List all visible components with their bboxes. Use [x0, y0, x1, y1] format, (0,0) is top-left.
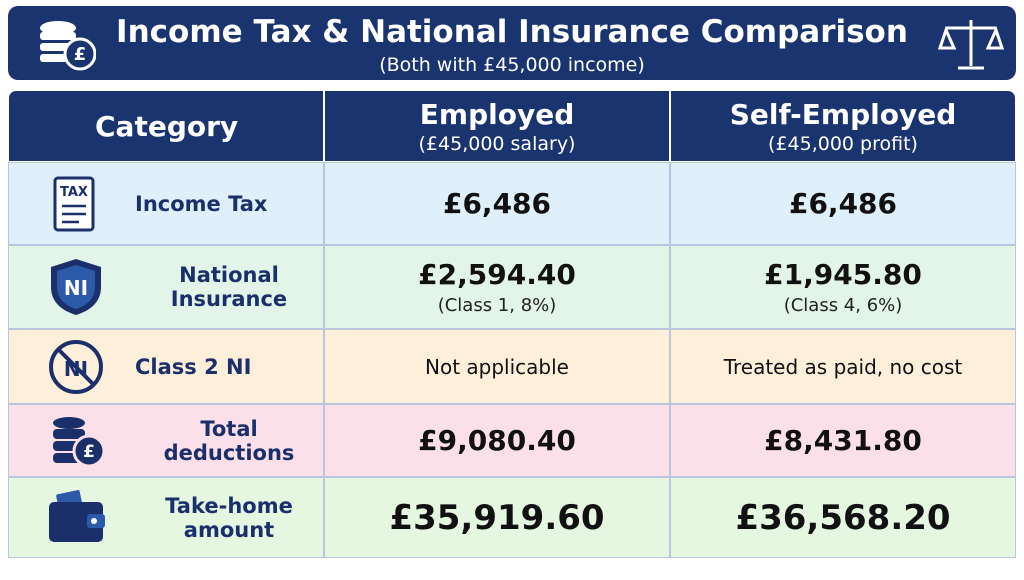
column-title: Self-Employed [729, 97, 957, 131]
value-cell: £9,080.40 [324, 404, 670, 477]
category-cell: TAX Income Tax [8, 162, 324, 245]
scales-icon [938, 20, 1004, 70]
row-icon: NI [51, 259, 101, 315]
amount: £6,486 [442, 187, 552, 220]
title-bar: £ Income Tax & National Insurance Compar… [8, 6, 1016, 80]
column-header: Self-Employed (£45,000 profit) [670, 90, 1016, 162]
amount: £2,594.40 [418, 258, 576, 291]
category-label: National Insurance [170, 263, 288, 311]
icon-label: NI [64, 276, 88, 300]
category-label: Take-home amount [165, 493, 293, 542]
row-icon: TAX [53, 176, 95, 231]
row-icon: NI [49, 339, 103, 394]
icon-label: £ [74, 44, 87, 65]
row-icon [49, 489, 105, 542]
category-cell: £ Total deductions [8, 404, 324, 477]
amount: £36,568.20 [735, 497, 951, 538]
cell-text: Not applicable [425, 354, 569, 379]
subtitle: (Both with £45,000 income) [379, 54, 645, 76]
category-label: Class 2 NI [135, 354, 252, 379]
category-cell: NI Class 2 NI [8, 329, 324, 404]
row-icon: £ [53, 416, 106, 467]
note: (Class 1, 8%) [437, 295, 557, 316]
value-cell: £8,431.80 [670, 404, 1016, 477]
value-cell: £1,945.80 (Class 4, 6%) [670, 245, 1016, 329]
value-cell: £6,486 [324, 162, 670, 245]
icon-label: TAX [60, 185, 88, 200]
column-header: Category [8, 90, 324, 162]
amount: £35,919.60 [389, 497, 605, 538]
category-label: Total deductions [163, 416, 295, 465]
column-header: Employed (£45,000 salary) [324, 90, 670, 162]
amount: £8,431.80 [764, 424, 922, 457]
value-cell: £6,486 [670, 162, 1016, 245]
icon-label: NI [64, 357, 88, 381]
value-cell: Not applicable [324, 329, 670, 404]
category-cell: NI National Insurance [8, 245, 324, 329]
category-label: Income Tax [135, 191, 268, 216]
amount: £1,945.80 [764, 258, 922, 291]
column-subtitle: (£45,000 salary) [418, 132, 576, 155]
cell-text: Treated as paid, no cost [723, 354, 963, 379]
title: Income Tax & National Insurance Comparis… [116, 14, 908, 50]
icon-label: £ [83, 442, 95, 462]
column-title: Category [95, 109, 239, 143]
value-cell: Treated as paid, no cost [670, 329, 1016, 404]
column-subtitle: (£45,000 profit) [768, 132, 918, 155]
amount: £9,080.40 [418, 424, 576, 457]
value-cell: £36,568.20 [670, 477, 1016, 558]
coins-icon: £ [40, 21, 96, 71]
column-title: Employed [419, 97, 575, 131]
category-cell: Take-home amount [8, 477, 324, 558]
value-cell: £2,594.40 (Class 1, 8%) [324, 245, 670, 329]
note: (Class 4, 6%) [783, 295, 903, 316]
value-cell: £35,919.60 [324, 477, 670, 558]
amount: £6,486 [788, 187, 898, 220]
